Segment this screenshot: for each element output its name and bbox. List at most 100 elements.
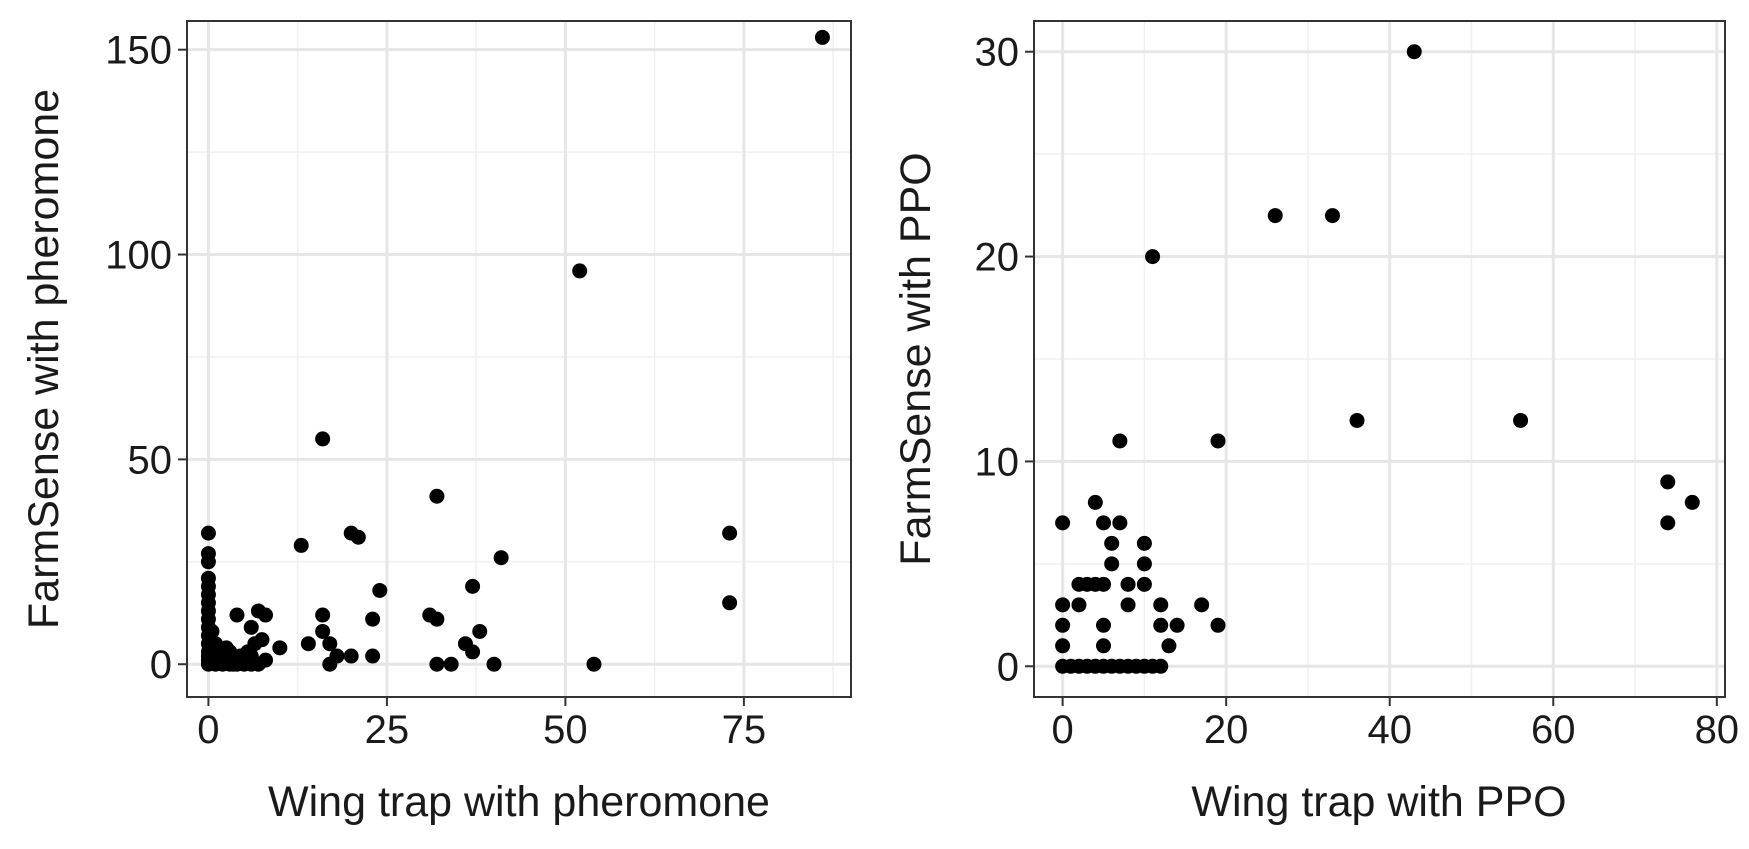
scatter-point xyxy=(315,623,331,639)
scatter-point xyxy=(1406,44,1422,60)
scatter-point xyxy=(350,529,366,545)
scatter-point xyxy=(1112,433,1128,449)
scatter-point xyxy=(1324,208,1340,224)
scatter-point xyxy=(293,537,309,553)
scatter-point xyxy=(465,578,481,594)
y-tick-label: 10 xyxy=(975,440,1020,484)
scatter-point xyxy=(1096,576,1112,592)
scatter-point xyxy=(722,525,738,541)
scatter-point xyxy=(1684,494,1700,510)
scatter-point xyxy=(1349,412,1365,428)
scatter-point xyxy=(1071,597,1087,613)
panel-ppo-points xyxy=(1055,44,1700,674)
scatter-point xyxy=(1513,412,1529,428)
scatter-point xyxy=(1136,535,1152,551)
x-tick-label: 25 xyxy=(365,708,410,752)
scatter-point xyxy=(1096,617,1112,633)
scatter-point xyxy=(200,525,216,541)
scatter-point xyxy=(486,656,502,672)
scatter-point xyxy=(1055,515,1071,531)
y-tick-label: 150 xyxy=(105,29,172,73)
scatter-point xyxy=(1120,576,1136,592)
scatter-point xyxy=(443,656,459,672)
scatter-point xyxy=(272,640,288,656)
scatter-point xyxy=(1153,617,1169,633)
y-tick-label: 50 xyxy=(128,438,173,482)
scatter-point xyxy=(343,648,359,664)
scatter-point xyxy=(1104,535,1120,551)
scatter-point xyxy=(254,632,270,648)
scatter-point xyxy=(258,607,274,623)
y-tick-label: 0 xyxy=(997,645,1019,689)
scatter-point xyxy=(258,652,274,668)
panel-pheromone-x-axis-title: Wing trap with pheromone xyxy=(268,778,770,826)
scatter-point xyxy=(472,623,488,639)
panel-pheromone-grid xyxy=(187,21,851,697)
scatter-point xyxy=(204,623,220,639)
scatter-point xyxy=(229,607,245,623)
scatter-point xyxy=(586,656,602,672)
panel-ppo-y-axis-title: FarmSense with PPO xyxy=(892,152,940,565)
panel-ppo-border xyxy=(1033,20,1726,698)
scatter-point xyxy=(200,546,216,562)
scatter-point xyxy=(429,488,445,504)
panel-pheromone-y-axis-title: FarmSense with pheromone xyxy=(20,89,68,629)
y-tick-label: 20 xyxy=(975,236,1020,280)
x-tick-label: 0 xyxy=(197,708,219,752)
scatter-point xyxy=(572,263,588,279)
x-tick-label: 20 xyxy=(1204,708,1249,752)
x-tick-label: 50 xyxy=(543,708,588,752)
scatter-point xyxy=(722,595,738,611)
scatter-point xyxy=(1096,638,1112,654)
scatter-point xyxy=(1145,249,1161,265)
panel-ppo-ticks: 0 20 40 60 80 0 10 20 30 xyxy=(975,31,1740,752)
y-tick-label: 100 xyxy=(105,234,172,278)
x-tick-label: 80 xyxy=(1695,708,1740,752)
y-tick-label: 30 xyxy=(975,31,1020,75)
scatter-point xyxy=(1136,576,1152,592)
scatter-point xyxy=(1267,208,1283,224)
scatter-point xyxy=(1210,617,1226,633)
scatter-point xyxy=(1660,515,1676,531)
scatter-point xyxy=(429,611,445,627)
x-tick-label: 40 xyxy=(1367,708,1412,752)
scatter-point xyxy=(1161,638,1177,654)
scatter-point xyxy=(1210,433,1226,449)
scatter-point xyxy=(429,656,445,672)
scatter-point xyxy=(493,550,509,566)
scatter-point xyxy=(365,648,381,664)
scatter-point xyxy=(315,431,331,447)
x-tick-label: 0 xyxy=(1051,708,1073,752)
scatter-point xyxy=(365,611,381,627)
panel-pheromone: 0 25 50 75 0 50 100 150 Wing trap with pheromon… xyxy=(20,20,852,826)
scatter-point xyxy=(1660,474,1676,490)
scatter-point xyxy=(322,636,338,652)
x-tick-label: 60 xyxy=(1531,708,1576,752)
x-tick-label: 75 xyxy=(722,708,767,752)
scatter-point xyxy=(1153,658,1169,674)
panel-pheromone-border xyxy=(186,20,852,698)
scatter-point xyxy=(372,582,388,598)
scatter-point xyxy=(1055,597,1071,613)
scatter-point xyxy=(1055,638,1071,654)
scatter-point xyxy=(300,636,316,652)
scatter-point xyxy=(1194,597,1210,613)
scatter-point xyxy=(1096,515,1112,531)
scatter-point xyxy=(1153,597,1169,613)
panel-ppo-x-axis-title: Wing trap with PPO xyxy=(1191,778,1566,826)
scatter-point xyxy=(243,619,259,635)
panel-pheromone-points xyxy=(200,29,830,672)
scatter-point xyxy=(200,570,216,586)
y-tick-label: 0 xyxy=(150,643,172,687)
scatter-point xyxy=(1136,556,1152,572)
scatter-point xyxy=(1055,617,1071,633)
scatter-point xyxy=(1120,597,1136,613)
scatter-point xyxy=(1087,494,1103,510)
scatter-point xyxy=(315,607,331,623)
scatter-point xyxy=(329,648,345,664)
scatter-point xyxy=(1169,617,1185,633)
panel-pheromone-ticks: 0 25 50 75 0 50 100 150 xyxy=(105,29,766,752)
scatter-point xyxy=(814,29,830,45)
scatter-point xyxy=(1104,556,1120,572)
